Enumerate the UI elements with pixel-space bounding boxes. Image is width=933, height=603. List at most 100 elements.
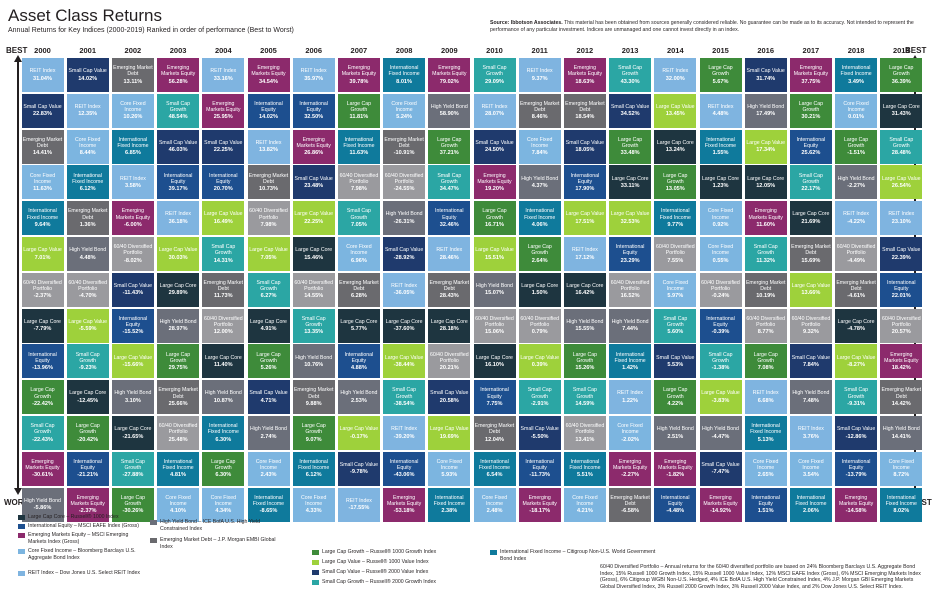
return-cell: REIT Index -36.05%: [383, 272, 426, 307]
asset-class-name: Large Cap Growth: [346, 100, 371, 114]
return-cell: Core Fixed Income 6.96%: [337, 237, 380, 271]
asset-class-name: International Fixed Income: [569, 458, 601, 472]
return-value: 7.98%: [260, 221, 277, 228]
asset-class-name: Large Cap Core: [747, 175, 785, 182]
asset-class-name: International Fixed Income: [614, 351, 646, 364]
asset-class-name: Large Cap Growth: [708, 65, 733, 78]
return-value: -36.05%: [393, 290, 415, 297]
return-cell: Core Fixed Income 4.33%: [292, 487, 335, 522]
return-cell: Emerging Markets Equity -14.58%: [835, 487, 878, 522]
return-cell: High Yield Bond 3.10%: [111, 380, 154, 415]
return-cell: Emerging Markets Equity -2.37%: [66, 487, 109, 522]
asset-class-name: Core Fixed Income: [707, 208, 734, 221]
return-value: 20.57%: [891, 329, 911, 336]
asset-class-name: High Yield Bond: [159, 318, 197, 325]
return-value: -8.27%: [847, 361, 865, 368]
asset-class-name: International Equity: [435, 208, 464, 221]
return-value: 35.97%: [304, 75, 324, 82]
asset-class-name: REIT Index: [481, 104, 508, 111]
return-cell: Large Cap Growth 9.07%: [292, 416, 335, 450]
asset-class-name: International Equity: [254, 100, 283, 114]
asset-class-name: Small Cap Value: [204, 139, 243, 146]
asset-class-name: Core Fixed Income: [75, 136, 101, 149]
return-cell: REIT Index 6.68%: [744, 380, 787, 415]
return-cell: Large Cap Core 4.91%: [247, 308, 290, 343]
return-value: -22.43%: [32, 436, 53, 443]
return-value: 20.21%: [439, 364, 459, 371]
return-value: -5.50%: [530, 433, 549, 440]
asset-class-name: Emerging Markets Equity: [341, 65, 377, 78]
return-value: 7.55%: [667, 257, 684, 264]
return-value: 5.77%: [350, 326, 367, 333]
year-header: 2012: [576, 46, 594, 55]
asset-class-name: Small Cap Growth: [211, 244, 236, 257]
asset-class-name: 60/40 Diversified Portfolio: [384, 172, 424, 185]
return-value: -4.49%: [847, 257, 865, 264]
return-value: 6.85%: [124, 150, 141, 157]
asset-class-name: Core Fixed Income: [120, 100, 146, 114]
year-header: 2011: [531, 46, 548, 55]
year-header: 2005: [260, 46, 277, 55]
return-value: 37.75%: [801, 78, 821, 85]
return-value: -4.22%: [847, 218, 865, 225]
return-value: -22.42%: [32, 400, 53, 407]
asset-class-name: Large Cap Value: [701, 390, 740, 397]
return-cell: Small Cap Growth -9.31%: [835, 380, 878, 415]
return-cell: Large Cap Core -4.78%: [835, 308, 878, 343]
return-cell: 60/40 Diversified Portfolio -0.24%: [699, 272, 742, 307]
page-title: Asset Class Returns: [8, 6, 162, 25]
year-header: 2009: [440, 46, 458, 55]
return-value: 15.46%: [304, 254, 324, 261]
return-cell: Emerging Market Debt 9.88%: [292, 380, 335, 415]
return-cell: Large Cap Growth 37.21%: [428, 129, 471, 164]
return-cell: Small Cap Growth -27.88%: [111, 451, 154, 486]
return-value: 4.81%: [170, 472, 187, 479]
return-cell: International Equity 32.50%: [292, 93, 335, 128]
return-cell: Large Cap Core 11.40%: [202, 344, 245, 379]
asset-class-name: Small Cap Value: [339, 462, 379, 469]
return-value: 18.54%: [575, 114, 595, 121]
return-value: 32.53%: [620, 218, 640, 225]
return-cell: Small Cap Value 22.83%: [21, 93, 64, 128]
return-cell: 60/40 Diversified Portfolio 20.21%: [428, 344, 471, 379]
return-value: 14.02%: [259, 114, 278, 121]
return-cell: Emerging Markets Equity 34.54%: [247, 58, 290, 92]
asset-class-name: REIT Index: [888, 211, 915, 218]
return-value: 5.13%: [757, 436, 774, 443]
return-cell: Small Cap Growth -9.23%: [66, 344, 109, 379]
return-cell: Large Cap Growth 7.08%: [744, 344, 787, 379]
return-cell: International Fixed Income 8.01%: [383, 58, 426, 92]
return-cell: Small Cap Growth -1.38%: [699, 344, 742, 379]
legend-item: Large Cap Growth – Russell® 1000 Growth …: [312, 549, 482, 556]
asset-class-name: International Fixed Income: [478, 458, 511, 472]
asset-class-name: Large Cap Core: [159, 283, 197, 290]
return-cell: REIT Index 1.22%: [609, 380, 652, 415]
return-value: 13.82%: [259, 147, 278, 154]
return-cell: International Equity 39.17%: [157, 165, 200, 200]
asset-class-name: International Fixed Income: [343, 136, 375, 149]
return-cell: Large Cap Growth -1.51%: [835, 129, 878, 164]
return-value: 2.48%: [486, 508, 503, 515]
return-value: 28.07%: [485, 111, 504, 118]
return-value: 2.06%: [802, 508, 819, 515]
return-cell: Large Cap Core 29.89%: [157, 272, 200, 307]
asset-class-name: Emerging Market Debt: [339, 279, 379, 293]
asset-class-name: Emerging Market Debt: [836, 279, 876, 293]
asset-class-name: Emerging Markets Equity: [25, 458, 60, 472]
return-cell: Large Cap Growth 30.21%: [789, 93, 832, 128]
asset-class-name: International Fixed Income: [885, 494, 917, 507]
return-value: 1.23%: [712, 182, 729, 189]
asset-class-name: International Equity: [480, 387, 509, 400]
return-value: 4.22%: [667, 400, 684, 407]
legend-label: Core Fixed Income – Bloomberg Barclays U…: [28, 548, 136, 561]
return-cell: International Fixed Income 6.54%: [473, 451, 516, 486]
asset-class-name: Emerging Market Debt: [791, 244, 831, 257]
legend-item: Emerging Markets Equity – MSCI Emerging …: [18, 532, 148, 545]
legend-swatch: [150, 520, 157, 525]
return-value: 19.20%: [485, 185, 504, 192]
return-value: 39.17%: [168, 185, 188, 192]
return-cell: Small Cap Value 34.52%: [609, 93, 652, 128]
return-cell: REIT Index 23.10%: [880, 201, 923, 236]
return-cell: International Equity -4.48%: [654, 487, 697, 522]
